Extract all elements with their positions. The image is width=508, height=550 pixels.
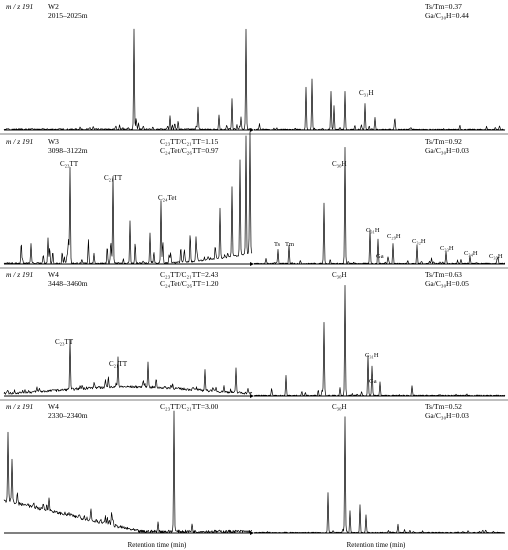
stat-right-3b: Ga/C₃₀H=0.05 — [425, 279, 469, 288]
stat-right-4a: Ts/Tm=0.52 — [425, 402, 462, 411]
x-axis-label-right: Retention time (min) — [347, 541, 406, 549]
chromatogram-trace — [3, 131, 253, 265]
stat-mid-2b: C₂₄Tet/C₂₆TT=0.97 — [160, 146, 219, 155]
peak-label: C₃₁H — [365, 352, 379, 359]
stat-right-4b: Ga/C₃₀H=0.03 — [425, 411, 469, 420]
panel-w4-shallow: m / z 191 W4 2330–2340m C₂₃TT/C₂₁TT=3.00… — [6, 402, 469, 420]
mz-label-2: m / z 191 — [6, 137, 33, 146]
chromatogram-trace — [253, 416, 505, 534]
well-label-2: W3 — [48, 137, 59, 146]
well-label-4: W4 — [48, 402, 59, 411]
stat-mid-4a: C₂₃TT/C₂₁TT=3.00 — [160, 402, 218, 411]
stat-mid-3a: C₂₃TT/C₂₁TT=2.43 — [160, 270, 218, 279]
panel-w4-deep: m / z 191 W4 3448–3460m C₂₃TT/C₂₁TT=2.43… — [0, 270, 508, 401]
stat-right-3a: Ts/Tm=0.63 — [425, 270, 462, 279]
stat-right-1a: Ts/Tm=0.37 — [425, 2, 462, 11]
peak-label: Ts — [274, 241, 281, 248]
peak-label: C₂₉H — [387, 233, 401, 240]
x-axis-label-left: Retention time (min) — [128, 541, 187, 549]
depth-label-3: 3448–3460m — [48, 279, 88, 288]
peak-label: C₃₅H — [489, 253, 503, 260]
peak-label: Tm — [285, 241, 294, 248]
chromatogram-trace — [3, 339, 253, 395]
stat-mid-2a: C₂₃TT/C₂₁TT=1.15 — [160, 137, 218, 146]
panel-w2: m / z 191 W2 2015–2025m Ts/Tm=0.37 Ga/C₃… — [0, 2, 508, 135]
mz-label-3: m / z 191 — [6, 270, 33, 279]
panel-w3: m / z 191 W3 3098–3122m C₂₃TT/C₂₁TT=1.15… — [0, 137, 508, 269]
chromatogram-trace — [253, 284, 506, 397]
peak-label: C₃₁H — [359, 89, 374, 97]
stat-right-2b: Ga/C₃₀H=0.03 — [425, 146, 469, 155]
depth-label-4: 2330–2340m — [48, 411, 88, 420]
peak-label: C₂₁TT — [104, 174, 123, 182]
stat-right-2a: Ts/Tm=0.92 — [425, 137, 462, 146]
peak-label: C₂₄Tet — [158, 194, 176, 202]
axis-arrow — [250, 531, 254, 535]
peak-label: C₂₃TT — [60, 160, 79, 168]
peak-label: C₃₂H — [412, 238, 426, 245]
stat-mid-3b: C₂₄Tet/C₂₆TT=1.20 — [160, 279, 219, 288]
well-label-1: W2 — [48, 2, 59, 11]
axis-arrow — [250, 128, 254, 132]
peak-label: C₂₃TT — [55, 338, 74, 346]
chromatogram-trace — [253, 78, 506, 131]
mz-label-1: m / z 191 — [6, 2, 33, 11]
axis-arrow — [250, 394, 254, 398]
peak-label: C₃₀H — [332, 271, 347, 279]
chromatogram-trace — [3, 28, 253, 131]
depth-label-1: 2015–2025m — [48, 11, 88, 20]
peak-label: C₃₄H — [464, 250, 478, 257]
peak-label: C₃₃H — [440, 245, 454, 252]
depth-label-2: 3098–3122m — [48, 146, 88, 155]
axis-arrow — [250, 262, 254, 266]
chromatogram-trace — [3, 410, 253, 534]
well-label-3: W4 — [48, 270, 59, 279]
peak-label: C₃₀H — [332, 160, 347, 168]
stat-right-1b: Ga/C₃₀H=0.44 — [425, 11, 469, 20]
peak-label: C₃₀H — [332, 403, 347, 411]
mz-label-4: m / z 191 — [6, 402, 33, 411]
peak-label: C₃₁H — [366, 227, 380, 234]
peak-label: Ga — [376, 253, 384, 260]
